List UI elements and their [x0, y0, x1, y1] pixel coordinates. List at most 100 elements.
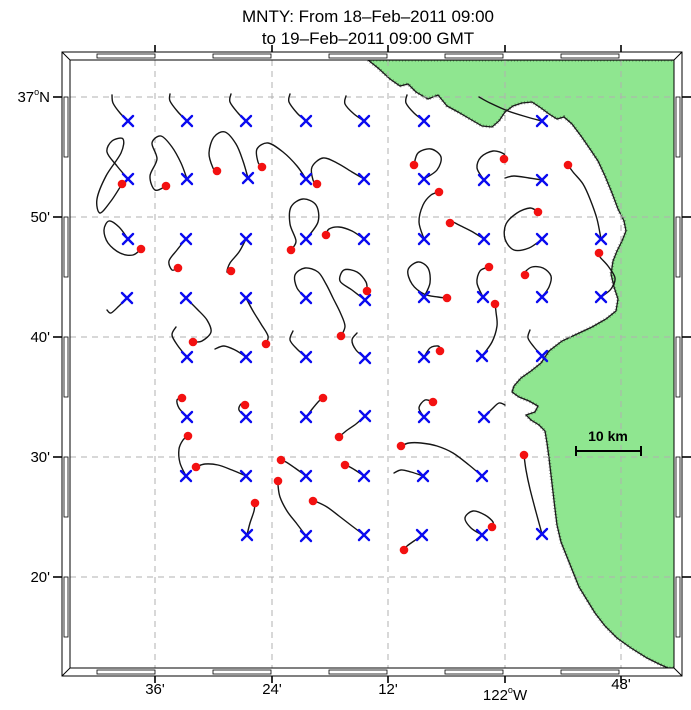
end-marker-dot [409, 160, 419, 170]
start-marker-x [415, 528, 429, 542]
start-marker-x [180, 172, 194, 186]
start-marker-x [475, 469, 489, 483]
trajectory-path [245, 297, 269, 345]
start-marker-x [299, 114, 313, 128]
frame-corner-bevel [673, 51, 683, 61]
end-marker-dot [442, 293, 452, 303]
start-marker-x [535, 290, 549, 304]
start-marker-x [594, 290, 608, 304]
start-marker-x [477, 410, 491, 424]
end-marker-dot [321, 230, 331, 240]
start-marker-x [358, 409, 372, 423]
end-marker-dot [212, 166, 222, 176]
trajectory-path [476, 150, 506, 181]
start-marker-x [357, 469, 371, 483]
trajectory-path [208, 131, 249, 179]
end-marker-dot [188, 337, 198, 347]
end-marker-dot [117, 179, 127, 189]
end-marker-dot [261, 339, 271, 349]
trajectory-path [168, 238, 187, 271]
end-marker-dot [273, 476, 283, 486]
start-marker-x [358, 293, 372, 307]
y-tick-label: 20' [30, 569, 50, 586]
frame-block-bottom [328, 669, 388, 675]
trajectory-path [288, 198, 320, 251]
y-tick-label: 30' [30, 449, 50, 466]
end-marker-dot [240, 400, 250, 410]
end-marker-dot [318, 393, 328, 403]
frame-block-top [96, 53, 156, 59]
trajectory-path [400, 441, 483, 477]
end-marker-dot [399, 545, 409, 555]
trajectory-path [195, 463, 247, 477]
start-marker-x [477, 232, 491, 246]
frame-block-left [63, 456, 69, 518]
start-marker-x [357, 172, 371, 186]
end-marker-dot [533, 207, 543, 217]
start-marker-x [299, 529, 313, 543]
frame-block-bottom [96, 669, 156, 675]
land-group [365, 60, 674, 668]
start-marker-x [535, 349, 549, 363]
start-marker-x [475, 528, 489, 542]
start-marker-x [299, 232, 313, 246]
end-marker-dot [336, 331, 346, 341]
scale-bar-label: 10 km [588, 428, 628, 444]
frame-block-bottom [444, 669, 504, 675]
start-marker-x [357, 232, 371, 246]
start-marker-x [240, 528, 254, 542]
trajectory-path [393, 469, 424, 477]
trajectory-path [503, 207, 543, 252]
start-marker-x [239, 410, 253, 424]
start-marker-x [180, 350, 194, 364]
start-marker-x [239, 469, 253, 483]
frame-block-right [675, 456, 681, 518]
start-marker-x [239, 291, 253, 305]
end-marker-dot [334, 432, 344, 442]
trajectory-path [476, 266, 490, 298]
trajectory-path [478, 96, 543, 122]
frame-block-bottom [212, 669, 272, 675]
frame-block-top [560, 53, 620, 59]
end-marker-dot [340, 460, 350, 470]
frame-block-left [63, 96, 69, 158]
inner-frame [69, 59, 675, 669]
start-marker-x [121, 232, 135, 246]
start-marker-x [417, 232, 431, 246]
start-marker-x [121, 114, 135, 128]
start-marker-x [179, 469, 193, 483]
frame-block-right [675, 336, 681, 398]
start-marker-x [417, 172, 431, 186]
start-marker-x [179, 291, 193, 305]
x-tick-label: 122oW [483, 685, 528, 704]
start-marker-x [299, 172, 313, 186]
y-tick-label: 37oN [17, 87, 50, 106]
end-marker-dot [519, 450, 529, 460]
start-marker-x [299, 469, 313, 483]
x-tick-label: 12' [378, 681, 398, 698]
start-marker-x [239, 350, 253, 364]
end-marker-dot [445, 218, 455, 228]
trajectory-path [149, 135, 188, 192]
start-marker-x [180, 114, 194, 128]
start-marker-x [299, 291, 313, 305]
frame-block-right [675, 216, 681, 278]
trajectory-path [418, 191, 440, 240]
map-title-line1: MNTY: From 18–Feb–2011 09:00 [242, 7, 494, 26]
end-marker-dot [308, 496, 318, 506]
coastline [366, 60, 674, 668]
end-marker-dot [594, 248, 604, 258]
start-marker-x [239, 232, 253, 246]
frame-block-bottom [560, 669, 620, 675]
trajectory-path [293, 267, 346, 337]
start-marker-x [594, 232, 608, 246]
start-marker-x [357, 528, 371, 542]
frame-block-left [63, 216, 69, 278]
start-marker-x [475, 349, 489, 363]
landmass [368, 60, 674, 668]
trajectory-path [413, 148, 442, 180]
frame-block-right [675, 576, 681, 638]
end-marker-dot [161, 181, 171, 191]
outer-frame [61, 51, 683, 677]
